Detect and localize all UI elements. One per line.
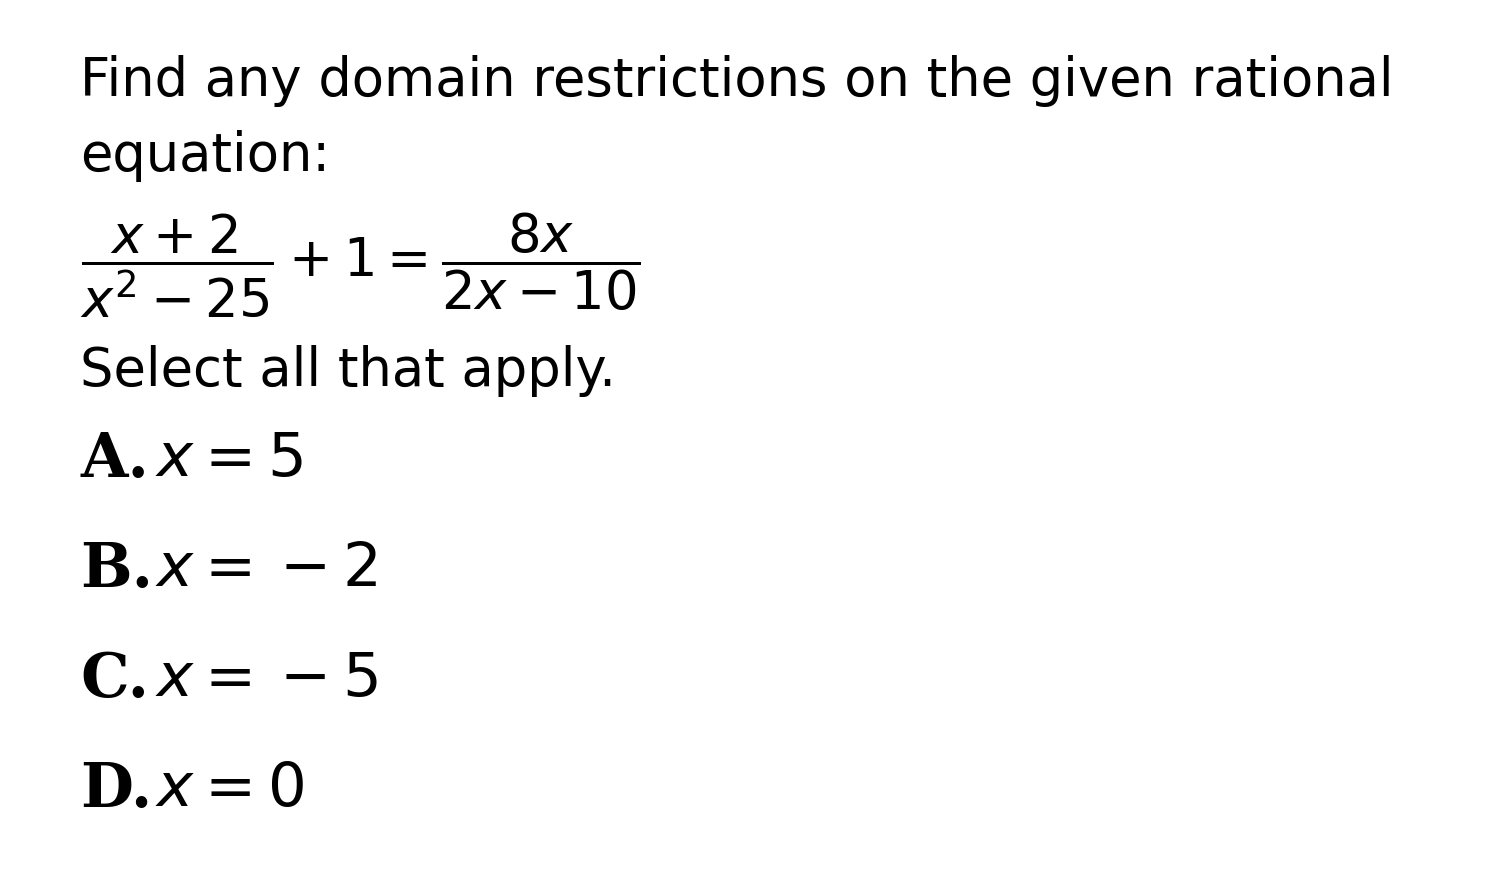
Text: A.: A. [80,430,148,490]
Text: Select all that apply.: Select all that apply. [80,345,616,397]
Text: D.: D. [80,760,153,820]
Text: $x = 5$: $x = 5$ [154,430,303,489]
Text: $x = 0$: $x = 0$ [154,760,304,819]
Text: equation:: equation: [80,130,330,182]
Text: Find any domain restrictions on the given rational: Find any domain restrictions on the give… [80,55,1394,107]
Text: $x = -5$: $x = -5$ [154,650,378,709]
Text: C.: C. [80,650,148,710]
Text: $\dfrac{x+2}{x^2-25} + 1 = \dfrac{8x}{2x-10}$: $\dfrac{x+2}{x^2-25} + 1 = \dfrac{8x}{2x… [80,210,640,319]
Text: B.: B. [80,540,153,600]
Text: $x = -2$: $x = -2$ [154,540,378,599]
